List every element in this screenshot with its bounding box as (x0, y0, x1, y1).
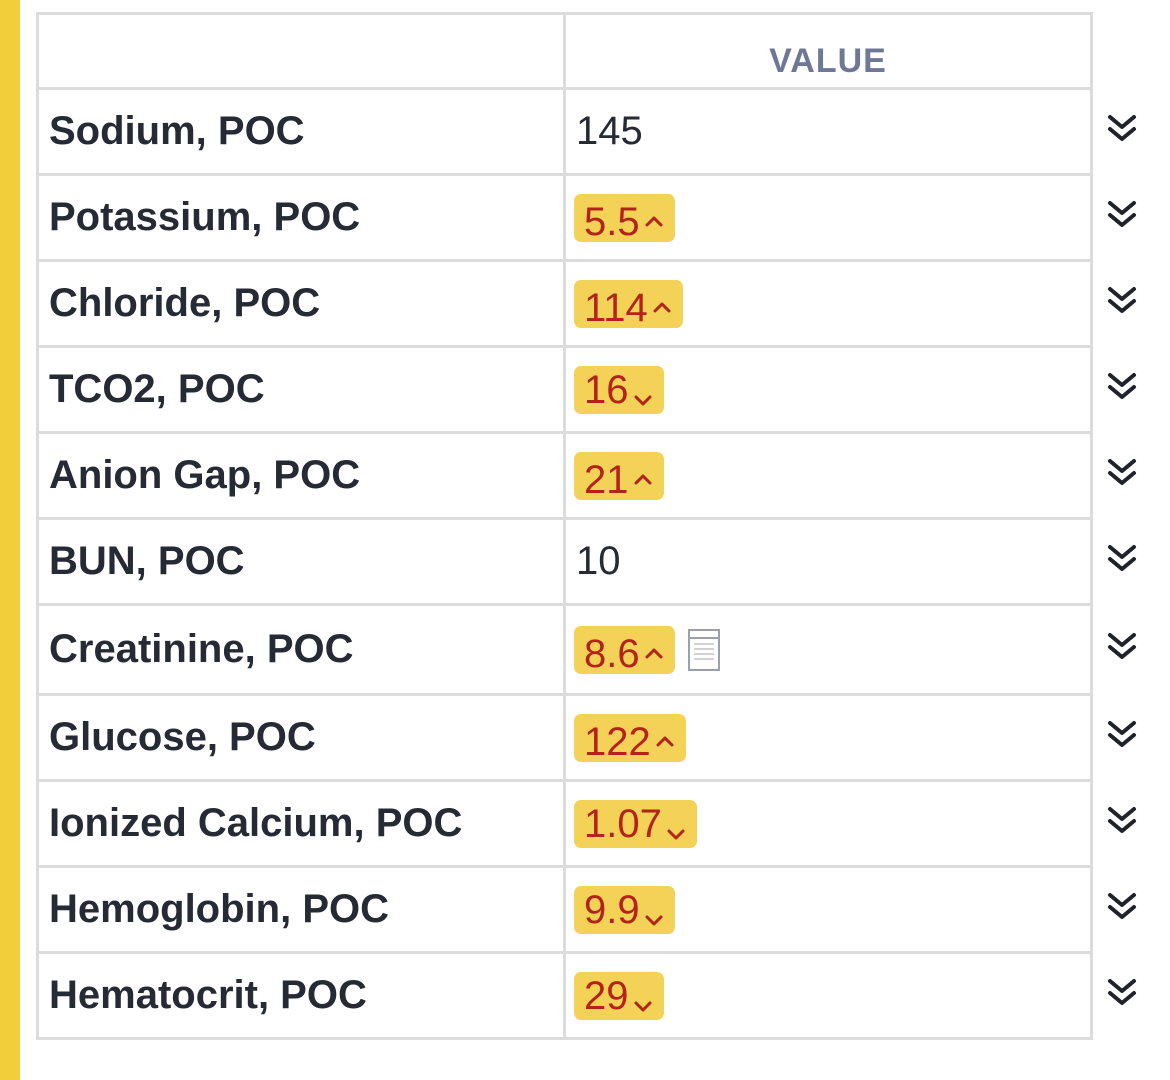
lab-value-cell: 122 (563, 693, 1093, 782)
lab-value-cell: 21 (563, 431, 1093, 520)
table-row[interactable]: Sodium, POC 145 (36, 87, 1093, 176)
caret-down-icon (634, 980, 652, 1028)
lab-value: 9.9 (584, 887, 640, 932)
double-chevron-down-icon (1106, 198, 1138, 235)
lab-value: 122 (584, 719, 651, 764)
table-row[interactable]: TCO2, POC 16 (36, 345, 1093, 434)
double-chevron-down-icon (1106, 370, 1138, 407)
expand-row-button[interactable] (1092, 779, 1152, 865)
double-chevron-down-icon (1106, 630, 1138, 667)
lab-value-cell: 1.07 (563, 779, 1093, 868)
table-row[interactable]: Potassium, POC 5.5 (36, 173, 1093, 262)
expand-row-button[interactable] (1092, 87, 1152, 173)
caret-up-icon (634, 452, 652, 500)
abnormal-value-badge: 16 (574, 365, 664, 414)
table-row[interactable]: Hemoglobin, POC 9.9 (36, 865, 1093, 954)
abnormal-value-badge: 21 (574, 451, 664, 502)
table-header-row: VALUE (36, 12, 1093, 90)
lab-value: 145 (576, 109, 643, 153)
lab-name: Chloride, POC (36, 259, 566, 348)
double-chevron-down-icon (1106, 284, 1138, 321)
lab-name: BUN, POC (36, 517, 566, 606)
table-row[interactable]: BUN, POC 10 (36, 517, 1093, 606)
expand-row-button[interactable] (1092, 603, 1152, 693)
lab-value: 16 (584, 367, 629, 412)
double-chevron-down-icon (1106, 542, 1138, 579)
table-row[interactable]: Hematocrit, POC 29 (36, 951, 1093, 1040)
double-chevron-down-icon (1106, 718, 1138, 755)
double-chevron-down-icon (1106, 456, 1138, 493)
results-table: VALUE Sodium, POC 145 Potassium, POC 5.5 Chl… (36, 12, 1093, 1040)
lab-value: 1.07 (584, 801, 662, 846)
expand-row-button[interactable] (1092, 517, 1152, 603)
table-row[interactable]: Ionized Calcium, POC 1.07 (36, 779, 1093, 868)
lab-name: Anion Gap, POC (36, 431, 566, 520)
lab-name: Sodium, POC (36, 87, 566, 176)
lab-value-cell: 114 (563, 259, 1093, 348)
abnormal-value-badge: 1.07 (574, 799, 697, 848)
lab-name: Glucose, POC (36, 693, 566, 782)
lab-name: Hematocrit, POC (36, 951, 566, 1040)
lab-value: 29 (584, 973, 629, 1018)
table-body: Sodium, POC 145 Potassium, POC 5.5 Chloride,… (36, 87, 1093, 1040)
lab-value-cell: 16 (563, 345, 1093, 434)
caret-up-icon (656, 714, 674, 762)
lab-name: Ionized Calcium, POC (36, 779, 566, 868)
double-chevron-down-icon (1106, 804, 1138, 841)
abnormal-value-badge: 9.9 (574, 885, 675, 934)
lab-value: 5.5 (584, 199, 640, 244)
table-row[interactable]: Glucose, POC 122 (36, 693, 1093, 782)
caret-up-icon (653, 280, 671, 328)
abnormal-value-badge: 114 (574, 279, 683, 330)
lab-value-cell: 8.6 (563, 603, 1093, 696)
expand-row-button[interactable] (1092, 173, 1152, 259)
abnormal-value-badge: 5.5 (574, 193, 675, 244)
lab-value: 8.6 (584, 631, 640, 676)
expand-row-button[interactable] (1092, 951, 1152, 1037)
expand-row-button[interactable] (1092, 865, 1152, 951)
expand-row-button[interactable] (1092, 431, 1152, 517)
lab-value-cell: 145 (563, 87, 1093, 176)
lab-name: TCO2, POC (36, 345, 566, 434)
caret-down-icon (645, 894, 663, 942)
lab-value-cell: 10 (563, 517, 1093, 606)
expand-row-button[interactable] (1092, 345, 1152, 431)
results-table-wrapper: VALUE Sodium, POC 145 Potassium, POC 5.5 Chl… (36, 12, 1093, 1040)
double-chevron-down-icon (1106, 890, 1138, 927)
table-row[interactable]: Anion Gap, POC 21 (36, 431, 1093, 520)
caret-down-icon (667, 808, 685, 856)
table-row[interactable]: Creatinine, POC 8.6 (36, 603, 1093, 696)
caret-up-icon (645, 626, 663, 674)
accent-bar (0, 0, 20, 1080)
lab-name: Creatinine, POC (36, 603, 566, 696)
table-row[interactable]: Chloride, POC 114 (36, 259, 1093, 348)
lab-name: Hemoglobin, POC (36, 865, 566, 954)
caret-down-icon (634, 374, 652, 422)
note-icon[interactable] (687, 628, 721, 672)
caret-up-icon (645, 194, 663, 242)
name-column-header (36, 12, 566, 90)
value-column-header: VALUE (563, 12, 1093, 90)
double-chevron-down-icon (1106, 976, 1138, 1013)
double-chevron-down-icon (1106, 112, 1138, 149)
abnormal-value-badge: 122 (574, 713, 686, 764)
expand-row-button[interactable] (1092, 259, 1152, 345)
lab-value: 21 (584, 457, 629, 502)
lab-value: 114 (584, 285, 648, 330)
lab-value-cell: 29 (563, 951, 1093, 1040)
expand-row-button[interactable] (1092, 693, 1152, 779)
lab-value-cell: 5.5 (563, 173, 1093, 262)
abnormal-value-badge: 29 (574, 971, 664, 1020)
lab-name: Potassium, POC (36, 173, 566, 262)
lab-value-cell: 9.9 (563, 865, 1093, 954)
abnormal-value-badge: 8.6 (574, 625, 675, 676)
lab-value: 10 (576, 539, 621, 583)
